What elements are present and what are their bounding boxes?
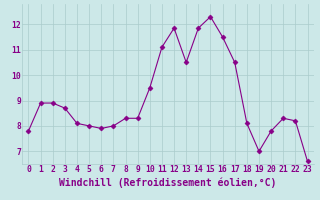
X-axis label: Windchill (Refroidissement éolien,°C): Windchill (Refroidissement éolien,°C)	[59, 177, 277, 188]
